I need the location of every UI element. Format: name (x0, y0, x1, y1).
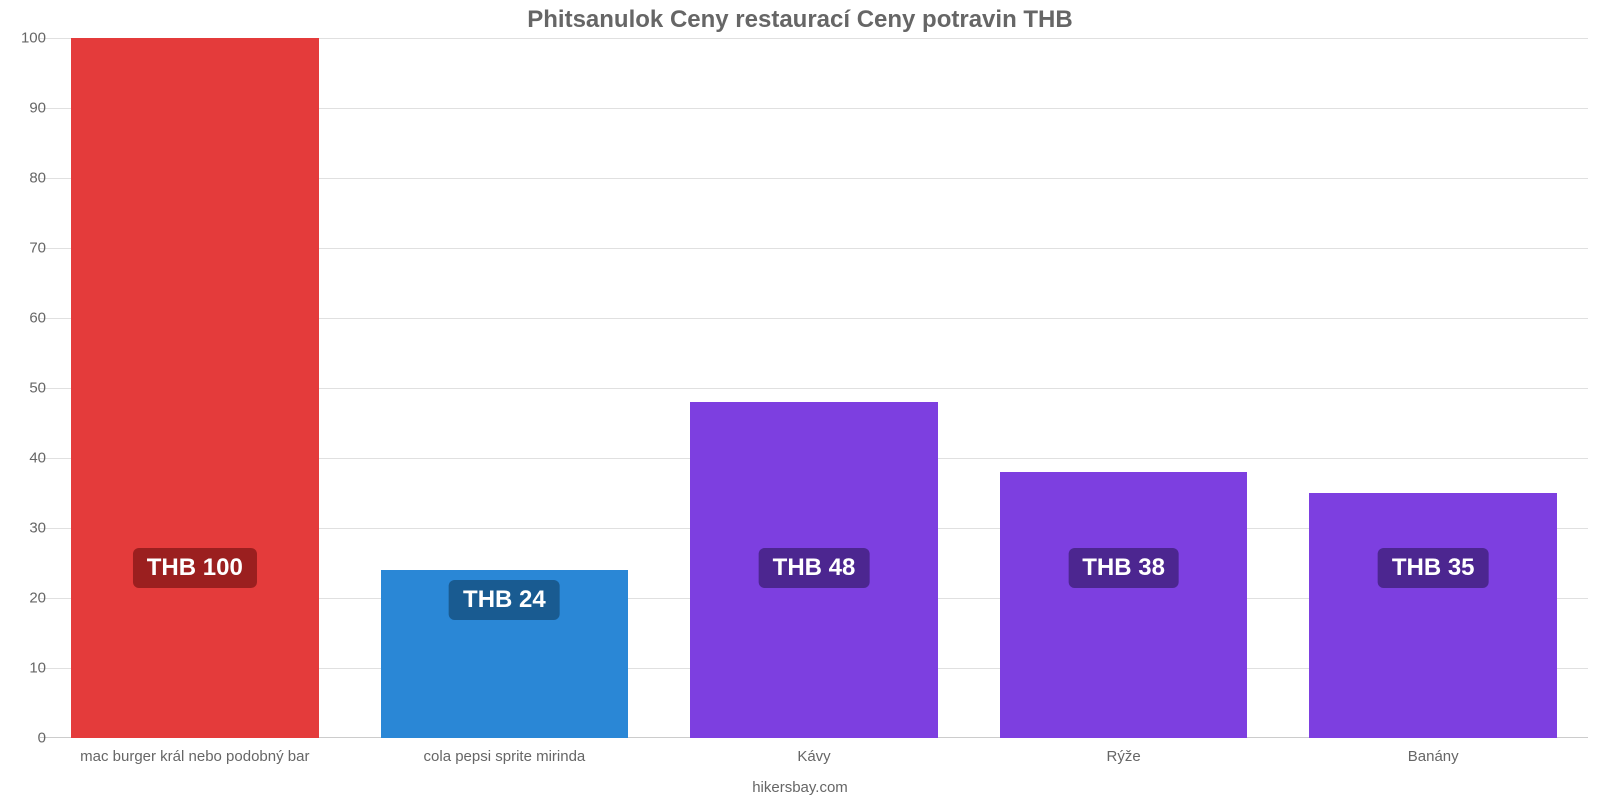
x-tick-label: cola pepsi sprite mirinda (424, 748, 586, 765)
y-tick-label: 60 (6, 310, 46, 327)
y-tick-label: 100 (6, 30, 46, 47)
y-tick-label: 80 (6, 170, 46, 187)
bar (1309, 493, 1557, 738)
value-label: THB 35 (1378, 548, 1489, 588)
x-tick-label: Banány (1408, 748, 1459, 765)
y-tick-label: 10 (6, 660, 46, 677)
value-label: THB 38 (1068, 548, 1179, 588)
y-tick-label: 50 (6, 380, 46, 397)
y-tick-label: 30 (6, 520, 46, 537)
bar (1000, 472, 1248, 738)
value-label: THB 24 (449, 580, 560, 620)
chart-title: Phitsanulok Ceny restaurací Ceny potravi… (0, 6, 1600, 34)
plot-area: THB 100 THB 24 THB 48 THB 38 THB 35 (40, 38, 1588, 738)
y-tick-label: 0 (6, 730, 46, 747)
bar (71, 38, 319, 738)
y-tick-label: 70 (6, 240, 46, 257)
value-label: THB 48 (759, 548, 870, 588)
bar-chart: Phitsanulok Ceny restaurací Ceny potravi… (0, 0, 1600, 800)
x-tick-label: Kávy (797, 748, 830, 765)
x-tick-label: mac burger král nebo podobný bar (80, 748, 309, 765)
chart-footer: hikersbay.com (0, 779, 1600, 796)
value-label: THB 100 (133, 548, 257, 588)
y-tick-label: 40 (6, 450, 46, 467)
y-tick-label: 90 (6, 100, 46, 117)
x-tick-label: Rýže (1107, 748, 1141, 765)
y-tick-label: 20 (6, 590, 46, 607)
